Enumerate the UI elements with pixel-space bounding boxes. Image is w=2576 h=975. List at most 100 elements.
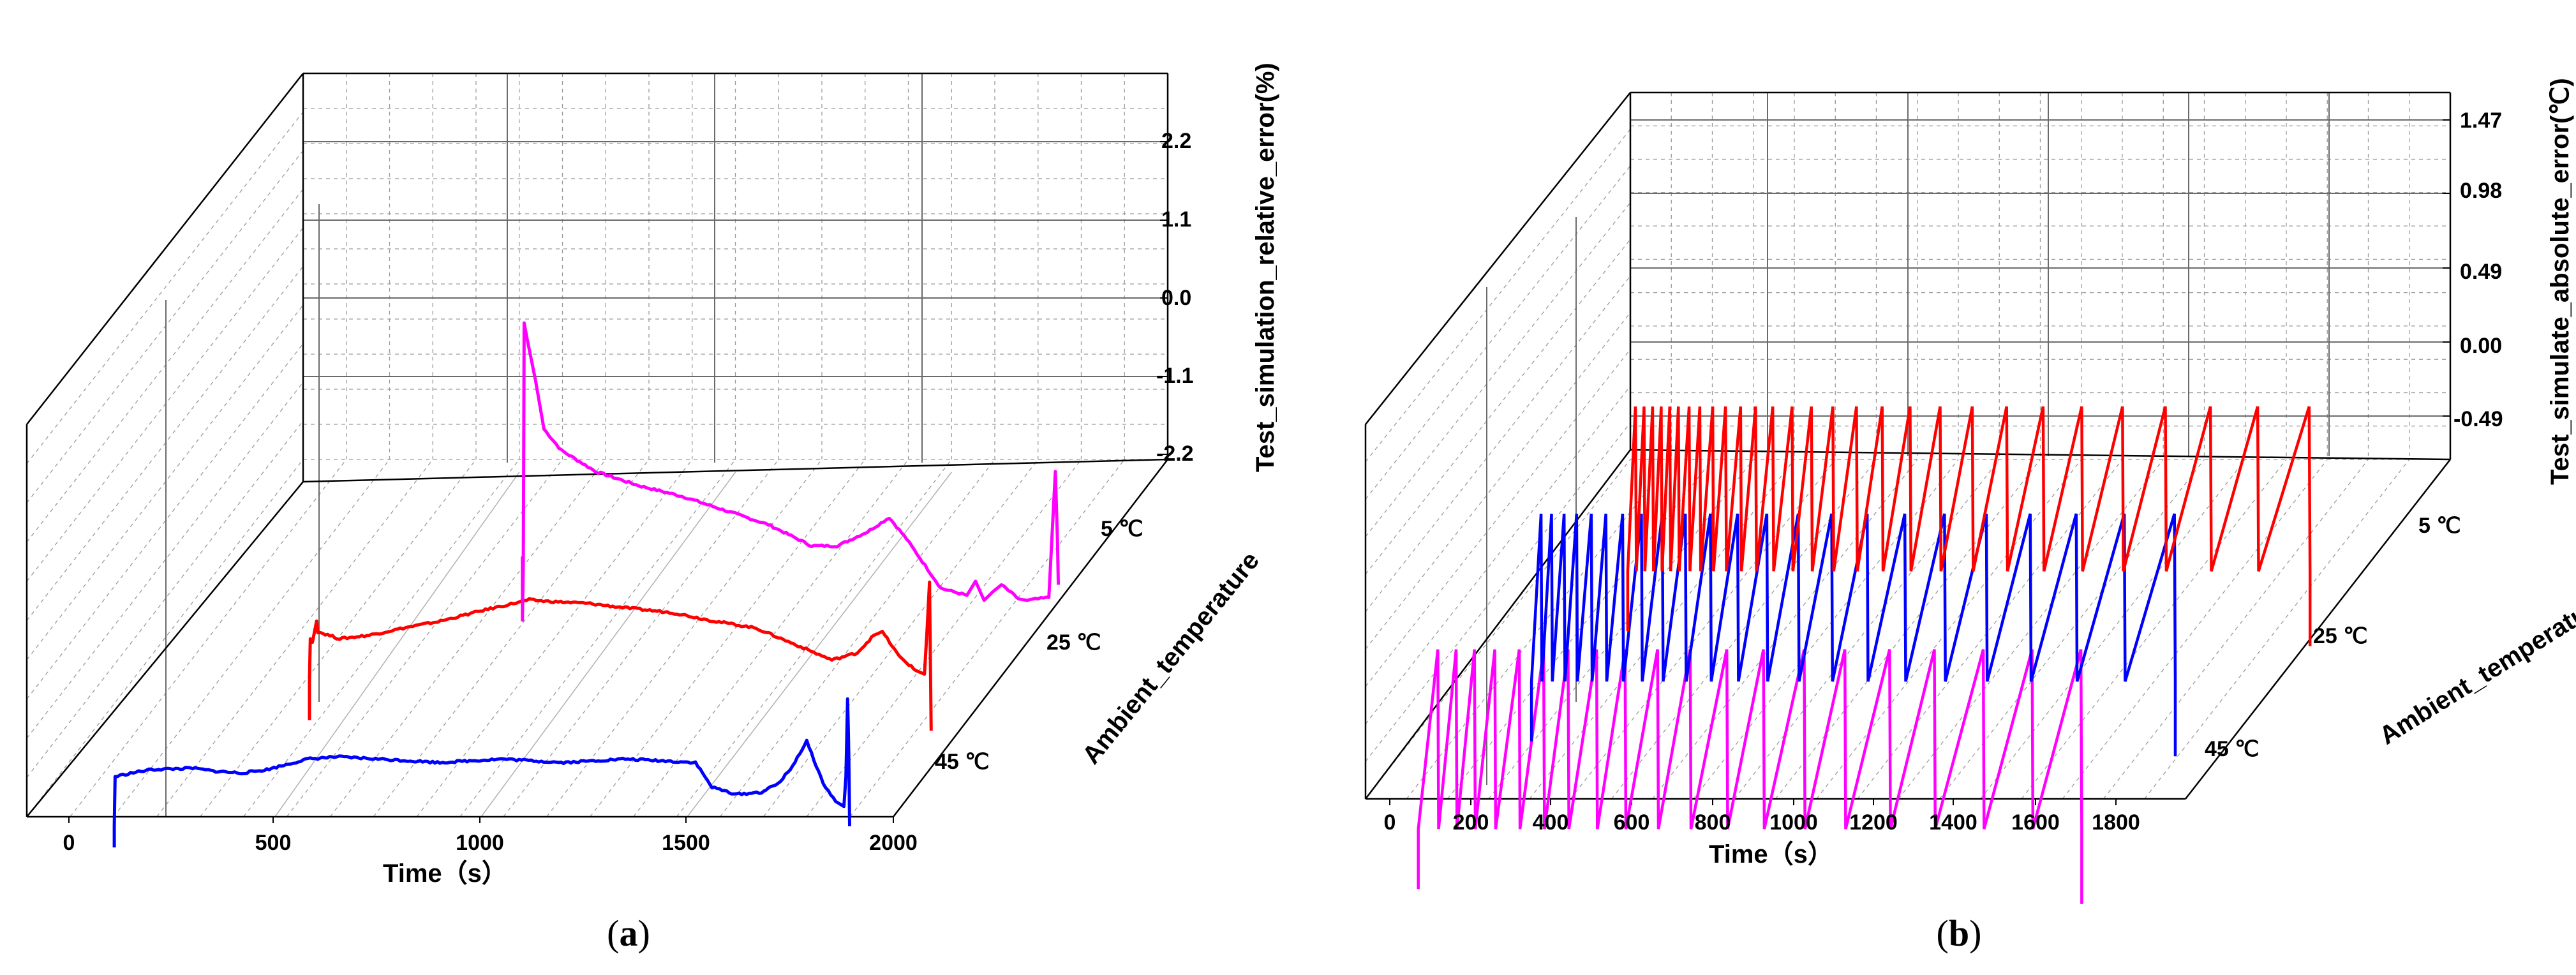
panel-label: (b) <box>1937 912 1982 954</box>
panel-a: 0 500 1000 1500 2000 2.2 1.1 0.0 -1.1 -2… <box>26 63 1279 954</box>
gridline <box>1775 459 2041 800</box>
depth-label: 5 ℃ <box>2418 514 2461 538</box>
x-axis-label: Time（s） <box>1709 840 1833 868</box>
gridline <box>1365 349 1631 687</box>
y-axis-label: Ambient_temperature <box>1077 547 1265 770</box>
panel-a-depth-labels: 5 ℃ 25 ℃ 45 ℃ <box>935 517 1143 774</box>
gridline <box>1365 239 1631 575</box>
gridline <box>329 459 606 817</box>
gridline <box>26 189 304 542</box>
gridline <box>1365 312 1631 650</box>
z-tick-label: 0.49 <box>2460 260 2502 284</box>
x-tick-label: 1000 <box>1769 810 1818 835</box>
y-axis-label: Ambient_temperature <box>2374 586 2576 750</box>
gridline <box>1980 459 2246 800</box>
gridline <box>156 459 433 817</box>
gridline <box>1365 129 1631 463</box>
gridline <box>373 459 650 817</box>
gridline <box>1693 459 1959 800</box>
depth-label: 45 ℃ <box>2205 737 2259 761</box>
gridline <box>1447 459 1713 800</box>
series-line <box>1626 406 2312 646</box>
gridline <box>546 459 823 817</box>
gridline <box>26 304 304 660</box>
gridline <box>1857 459 2123 800</box>
panel-b-gridlines <box>1365 92 2451 800</box>
gridline <box>806 459 1082 817</box>
depth-label: 5 ℃ <box>1101 517 1143 541</box>
z-tick-label: 0.0 <box>1161 286 1191 310</box>
gridline <box>416 459 693 817</box>
panel-b: 0 200 400 600 800 1000 1200 1400 1600 18… <box>1364 78 2576 954</box>
gridline <box>26 459 304 817</box>
gridline <box>26 421 304 778</box>
series-line <box>1417 649 2083 904</box>
x-tick-label: 1500 <box>662 831 710 855</box>
panel-b-z-tick-labels: 1.47 0.98 0.49 0.00 -0.49 <box>2453 108 2503 431</box>
z-tick-label: 0.98 <box>2460 179 2502 203</box>
x-tick-label: 1800 <box>2092 810 2140 835</box>
panel-a-frame <box>26 72 1169 823</box>
x-tick-label: 500 <box>255 831 292 855</box>
gridline <box>1365 276 1631 612</box>
z-tick-label: -0.49 <box>2453 407 2503 431</box>
gridline <box>2144 459 2410 800</box>
series-line <box>308 580 933 731</box>
gridline <box>26 343 304 699</box>
z-tick-label: -2.2 <box>1156 442 1194 466</box>
gridline <box>1406 459 1672 800</box>
x-tick-label: 1200 <box>1849 810 1898 835</box>
gridline <box>242 459 520 817</box>
panel-b-series <box>1417 406 2312 904</box>
x-tick-label: 0 <box>1384 810 1396 835</box>
gridline <box>1365 422 1631 762</box>
gridline <box>719 459 995 817</box>
z-tick-label: -1.1 <box>1156 364 1194 388</box>
series-line <box>521 321 1061 622</box>
gridline <box>26 112 304 464</box>
gridline <box>1365 202 1631 537</box>
gridline <box>1365 385 1631 725</box>
gridline <box>633 459 909 817</box>
depth-label: 25 ℃ <box>2313 624 2367 648</box>
gridline <box>849 459 1125 817</box>
panel-b-frame <box>1364 91 2452 805</box>
gridline <box>1365 165 1631 500</box>
x-tick-label: 800 <box>1695 810 1731 835</box>
gridline <box>286 459 563 817</box>
gridline <box>2103 459 2369 800</box>
panel-a-gridlines <box>26 73 1168 817</box>
gridline <box>1816 459 2082 800</box>
gridline <box>1611 459 1877 800</box>
gridline <box>1365 459 1631 800</box>
x-tick-label: 0 <box>63 831 75 855</box>
gridline <box>70 459 347 817</box>
panel-a-series <box>112 321 1061 848</box>
gridline <box>26 227 304 582</box>
gridline <box>26 266 304 621</box>
z-tick-label: 0.00 <box>2460 334 2502 358</box>
z-tick-label: 1.1 <box>1161 207 1191 232</box>
x-tick-label: 600 <box>1614 810 1650 835</box>
x-tick-label: 400 <box>1533 810 1569 835</box>
x-tick-label: 2000 <box>869 831 918 855</box>
gridline <box>1652 459 1918 800</box>
gridline <box>503 459 779 817</box>
series-line <box>1530 513 2177 757</box>
major-gridline <box>687 472 952 817</box>
gridline <box>26 150 304 503</box>
depth-label: 45 ℃ <box>935 750 989 774</box>
x-tick-label: 1600 <box>2011 810 2060 835</box>
gridline <box>763 459 1039 817</box>
gridline <box>26 382 304 739</box>
gridline <box>590 459 866 817</box>
x-axis-label: Time（s） <box>383 860 507 888</box>
z-tick-label: 2.2 <box>1161 129 1191 153</box>
gridline <box>113 459 391 817</box>
gridline <box>459 459 736 817</box>
panel-a-z-tick-labels: 2.2 1.1 0.0 -1.1 -2.2 <box>1156 129 1194 466</box>
panel-b-x-tick-labels: 0 200 400 600 800 1000 1200 1400 1600 18… <box>1384 810 2140 835</box>
series-line <box>112 697 851 848</box>
gridline <box>2062 459 2328 800</box>
